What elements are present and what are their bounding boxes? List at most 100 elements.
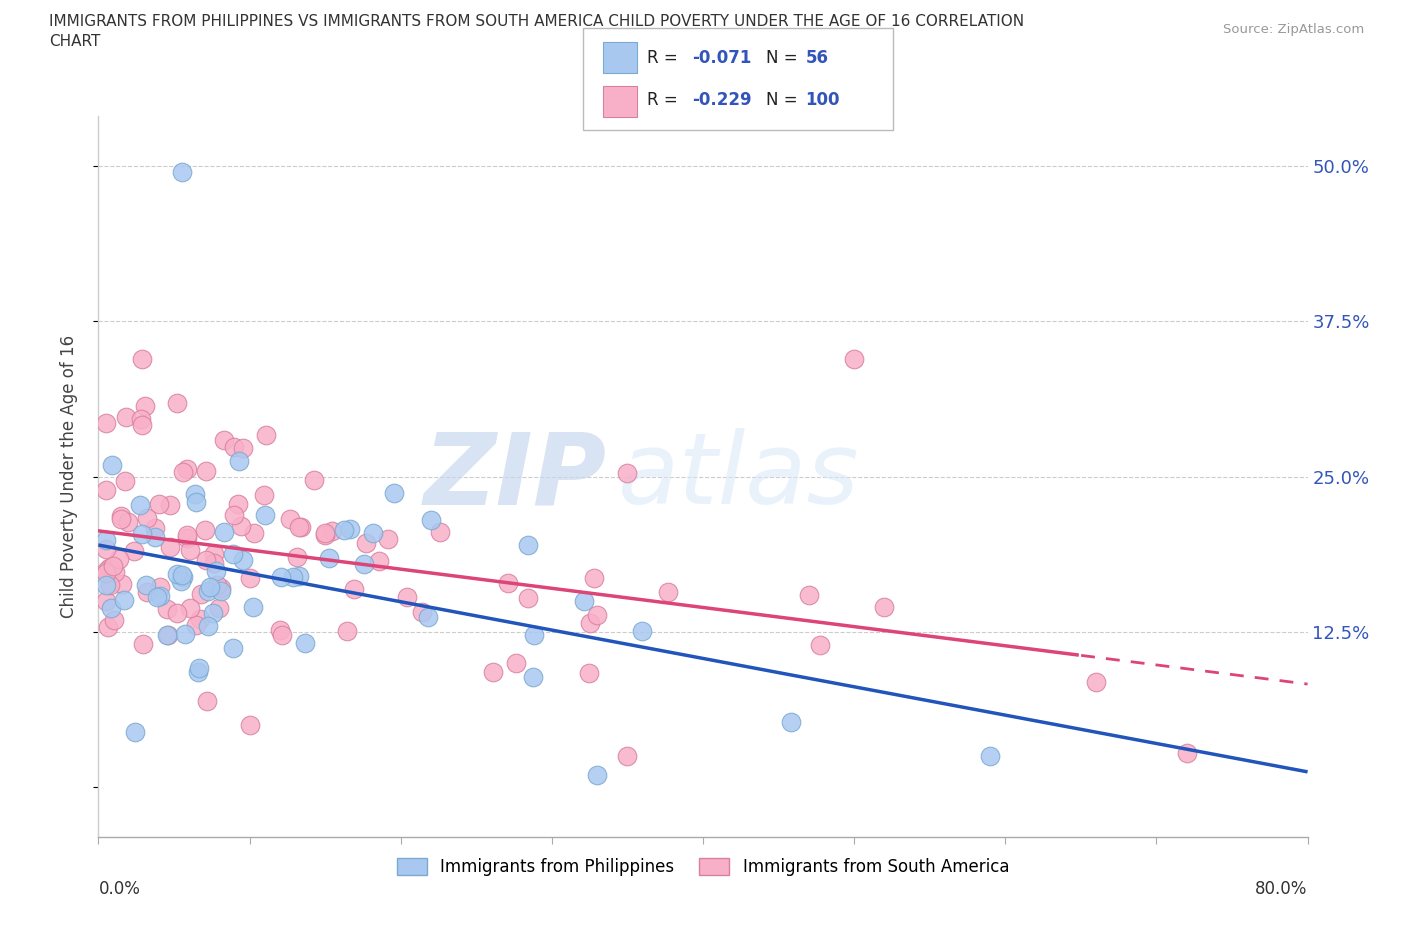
Point [159,539,181,554]
Point [281,569,304,584]
Point [156,602,179,617]
Point [114,474,136,489]
Point [631,624,654,639]
Point [844,352,866,366]
Point [204,547,226,562]
Point [395,590,418,604]
Point [482,664,505,679]
Point [232,440,254,455]
Point [294,636,316,651]
Point [221,641,243,656]
Point [572,594,595,609]
Point [285,550,308,565]
Point [290,520,312,535]
Point [616,465,638,480]
Point [228,497,250,512]
Point [253,488,276,503]
Point [202,555,225,570]
Point [797,587,820,602]
Point [271,628,294,643]
Point [332,522,354,537]
Point [429,525,451,540]
Y-axis label: Child Poverty Under the Age of 16: Child Poverty Under the Age of 16 [59,335,77,618]
Point [496,576,519,591]
Point [184,495,207,510]
Point [170,574,193,589]
Point [578,666,600,681]
Point [134,398,156,413]
Point [382,486,405,501]
Point [110,508,132,523]
Point [239,571,262,586]
Point [197,584,219,599]
Point [243,525,266,540]
Point [170,165,193,179]
Point [354,536,377,551]
Point [100,601,122,616]
Point [149,589,172,604]
Text: IMMIGRANTS FROM PHILIPPINES VS IMMIGRANTS FROM SOUTH AMERICA CHILD POVERTY UNDER: IMMIGRANTS FROM PHILIPPINES VS IMMIGRANT… [49,14,1025,29]
Point [94,578,117,592]
Point [278,512,301,526]
Text: Source: ZipAtlas.com: Source: ZipAtlas.com [1223,23,1364,36]
Point [616,749,638,764]
Point [779,715,801,730]
Point [101,559,124,574]
Point [187,665,209,680]
Point [229,518,252,533]
Point [318,551,340,565]
Point [578,616,600,631]
Point [131,418,153,432]
Point [124,544,146,559]
Point [657,584,679,599]
Point [209,580,232,595]
Point [136,511,159,525]
Point [172,569,194,584]
Point [361,526,384,541]
Point [172,464,194,479]
Point [176,527,198,542]
Point [314,528,336,543]
Point [96,593,118,608]
Text: 80.0%: 80.0% [1256,881,1308,898]
Point [314,525,336,540]
Point [135,578,157,592]
Point [184,618,207,632]
Text: N =: N = [766,91,803,110]
Point [224,439,246,454]
Point [94,565,117,580]
Point [239,718,262,733]
Text: 100: 100 [806,91,841,110]
Point [195,694,218,709]
Point [166,605,188,620]
Point [159,498,181,512]
Point [1175,745,1198,760]
Legend: Immigrants from Philippines, Immigrants from South America: Immigrants from Philippines, Immigrants … [391,851,1015,883]
Point [228,454,250,469]
Point [222,547,245,562]
Text: atlas: atlas [619,428,860,525]
Point [205,564,228,578]
Point [418,610,440,625]
Point [98,561,121,576]
Text: ZIP: ZIP [423,428,606,525]
Point [124,724,146,739]
Point [184,487,207,502]
Point [157,628,180,643]
Point [205,578,228,592]
Point [585,608,607,623]
Point [190,586,212,601]
Point [1085,674,1108,689]
Point [336,624,359,639]
Text: CHART: CHART [49,34,101,49]
Point [212,525,235,539]
Point [101,458,124,472]
Point [94,542,117,557]
Point [149,580,172,595]
Point [522,670,544,684]
Point [94,416,117,431]
Point [97,619,120,634]
Point [94,564,117,578]
Point [270,569,292,584]
Point [94,533,117,548]
